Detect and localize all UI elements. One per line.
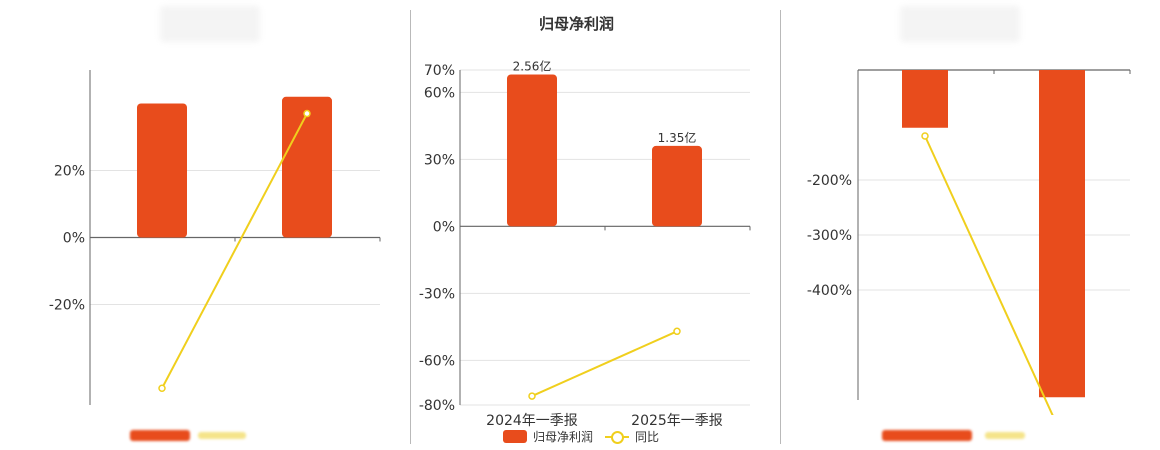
bar-data-label: 1.35亿 — [658, 130, 697, 145]
bar-data-label: 2.56亿 — [513, 58, 552, 73]
legend-line-swatch — [605, 430, 630, 444]
yoy-point — [158, 384, 166, 392]
bar — [282, 96, 332, 238]
x-category-label: 2025年一季报 — [631, 413, 723, 429]
left-legend-placeholder-bar — [130, 430, 190, 441]
bar — [507, 74, 557, 227]
chart-panel-2: -200% -300% -400% — [807, 69, 1131, 439]
y-tick-label: -60% — [419, 353, 455, 369]
bar — [1039, 70, 1085, 398]
x-category-label: 2024年一季报 — [486, 413, 578, 429]
left-title-placeholder — [160, 6, 260, 42]
plot-area — [137, 96, 332, 392]
bar — [652, 145, 702, 227]
plot-area — [902, 70, 1085, 439]
legend-line-label: 同比 — [635, 430, 660, 444]
y-tick-label: -200% — [807, 173, 852, 189]
legend-item-line[interactable]: 同比 — [605, 428, 659, 445]
bar — [902, 70, 948, 128]
chart-legend: 归母净利润 同比 — [503, 428, 671, 445]
chart-title: 归母净利润 — [539, 15, 615, 33]
y-tick-label: 70% — [424, 63, 455, 79]
y-tick-label: 60% — [424, 85, 455, 101]
yoy-line — [161, 113, 308, 389]
legend-bar-swatch — [503, 430, 527, 443]
left-legend-placeholder-line — [198, 432, 246, 439]
panel-divider-left — [410, 10, 411, 444]
legend-bar-label: 归母净利润 — [533, 430, 594, 444]
yoy-point — [673, 327, 681, 336]
legend-item-bar[interactable]: 归母净利润 — [503, 428, 593, 445]
chart-panel-0: 20% 0% -20% — [49, 70, 381, 405]
y-tick-label: -80% — [419, 398, 455, 414]
yoy-point — [1059, 433, 1065, 439]
right-legend-placeholder-line — [985, 432, 1025, 439]
y-tick-label: -20% — [49, 298, 85, 314]
yoy-point — [528, 392, 536, 400]
yoy-line — [531, 330, 678, 397]
right-legend-placeholder-bar — [882, 430, 972, 441]
y-tick-label: 20% — [54, 164, 85, 180]
yoy-point — [303, 109, 311, 118]
y-tick-label: 0% — [433, 219, 455, 235]
y-tick-label: -300% — [807, 228, 852, 244]
y-tick-label: 30% — [424, 152, 455, 168]
bar — [137, 103, 187, 238]
chart-panel-1: 70% 60% 30% 0% -30% -60% -80% 2.56亿 1.35亿 2024年一季… — [419, 58, 751, 429]
y-tick-label: -30% — [419, 286, 455, 302]
right-title-placeholder — [900, 6, 1020, 42]
yoy-point — [921, 132, 929, 140]
y-tick-label: -400% — [807, 283, 852, 299]
panel-divider-right — [780, 10, 781, 444]
yoy-line — [924, 135, 1054, 415]
y-tick-label: 0% — [63, 231, 85, 247]
